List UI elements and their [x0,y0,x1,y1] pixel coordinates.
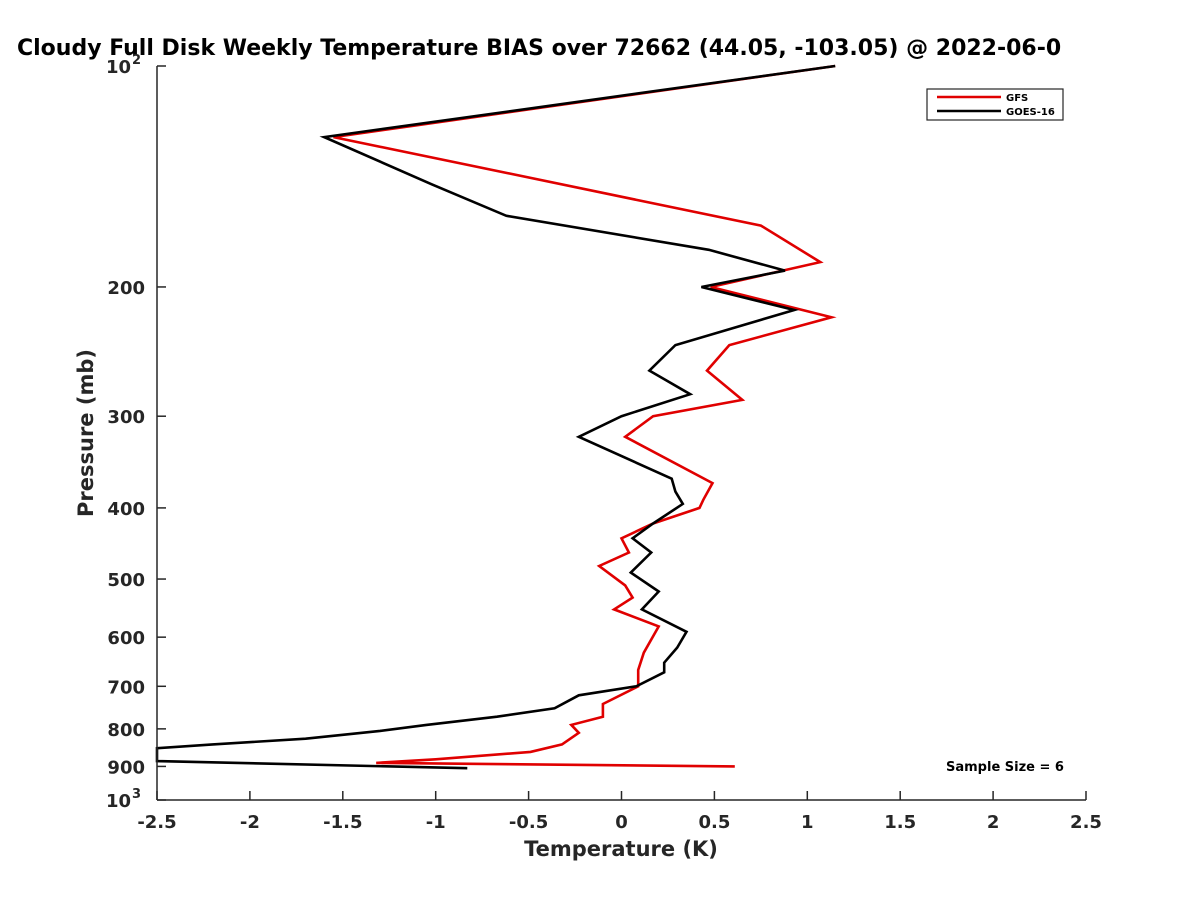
series-line-goes16 [155,64,836,770]
x-tick-label: 0.5 [698,812,730,833]
y-axis-label: Pressure (mb) [74,349,98,517]
x-tick-label: -2 [240,812,260,833]
series-line-gfs [333,64,837,768]
y-tick-label: 10 [106,791,131,812]
legend-box [926,88,1064,121]
legend: GFS GOES-16 [926,88,1064,121]
y-tick-label: 500 [107,570,145,591]
x-tick-label: 1 [801,812,814,833]
x-tick-label: -1.5 [323,812,362,833]
y-tick-exponent: 2 [132,53,141,68]
x-tick-label: 2 [987,812,1000,833]
x-axis-label: Temperature (K) [524,837,718,861]
y-tick-label: 10 [106,57,131,78]
x-tick-label: -1 [426,812,446,833]
chart-title: Cloudy Full Disk Weekly Temperature BIAS… [17,36,1061,61]
y-tick-label: 600 [107,628,145,649]
y-tick-label: 400 [107,499,145,520]
y-tick-label: 700 [107,677,145,698]
y-tick-label: 300 [107,407,145,428]
y-tick-label: 800 [107,720,145,741]
sample-size-annotation: Sample Size = 6 [946,760,1064,775]
legend-label-goes16: GOES-16 [1006,107,1055,118]
y-tick-label: 200 [107,278,145,299]
x-tick-label: 2.5 [1070,812,1102,833]
x-tick-label: -2.5 [137,812,176,833]
x-tick-label: 0 [615,812,628,833]
x-tick-label: -0.5 [509,812,548,833]
y-tick-exponent: 3 [132,787,141,802]
y-tick-label: 900 [107,757,145,778]
series-layer [155,64,837,770]
legend-label-gfs: GFS [1006,93,1028,104]
x-tick-label: 1.5 [884,812,916,833]
x-ticks: -2.5 -2 -1.5 -1 -0.5 0 0.5 1 1.5 2 2.5 [137,791,1102,833]
